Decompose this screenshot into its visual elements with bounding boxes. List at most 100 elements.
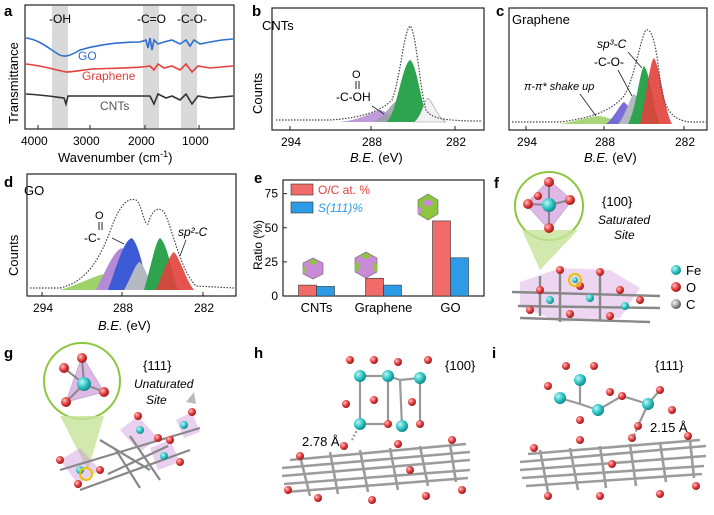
atom-legend: Fe O C bbox=[671, 263, 701, 312]
site-label-line1: Unaturated bbox=[134, 377, 194, 391]
facet-label: {111} bbox=[143, 358, 172, 373]
x-ticks bbox=[289, 126, 456, 130]
tick-label: 288 bbox=[113, 301, 133, 315]
annotation-carboxyl: -C-OH bbox=[336, 90, 371, 104]
panel-letter: h bbox=[254, 345, 263, 362]
annotation-pointer bbox=[617, 69, 633, 97]
zoom-cone bbox=[60, 416, 104, 470]
tick-label: 282 bbox=[446, 135, 466, 149]
bar-graphene-oc bbox=[365, 277, 384, 297]
annotation-c-o: -C-O- bbox=[594, 55, 624, 69]
panel-f: f {100} Saturated Site bbox=[494, 171, 701, 324]
c-swatch bbox=[671, 299, 681, 309]
tick-label: 282 bbox=[194, 301, 214, 315]
tick-label: 294 bbox=[281, 135, 301, 149]
x-tick-label: GO bbox=[440, 300, 460, 315]
series-label-graphene: Graphene bbox=[82, 69, 136, 83]
legend-swatch-oc bbox=[290, 183, 314, 196]
panel-letter: e bbox=[254, 170, 262, 187]
annotation-pointer bbox=[371, 105, 385, 115]
zoom-cone bbox=[522, 230, 578, 270]
site-label-line2: Site bbox=[614, 228, 635, 242]
tick-label: 4000 bbox=[21, 134, 48, 148]
oxygen-groups bbox=[530, 432, 700, 500]
facet-label: {111} bbox=[655, 358, 684, 373]
plot-frame bbox=[24, 4, 235, 130]
x-ticks bbox=[41, 292, 204, 296]
panel-letter: g bbox=[4, 345, 13, 362]
x-axis-label: B.E. (eV) bbox=[350, 150, 403, 165]
tick-label: 294 bbox=[33, 301, 53, 315]
panel-b: b CNTs Counts O -C-OH 294 288 282 B.E. (… bbox=[250, 3, 485, 165]
oxygen-groups bbox=[284, 436, 466, 504]
x-ticks bbox=[37, 125, 200, 129]
y-tick-label: 75 bbox=[265, 187, 279, 201]
peak-tail bbox=[413, 97, 447, 123]
legend-label-oc: O/C at. % bbox=[318, 183, 370, 197]
panel-d: d GO Counts O -C- sp²-C 294 288 282 B.E.… bbox=[4, 173, 237, 333]
band-label-co-double: -C=O bbox=[137, 12, 166, 26]
x-axis-label: Wavenumber (cm-1) bbox=[58, 149, 172, 165]
tick-label: 288 bbox=[595, 135, 615, 149]
annotation-pointer bbox=[627, 51, 643, 69]
panel-i: i {111} bbox=[492, 345, 707, 500]
x-ticks bbox=[525, 126, 685, 130]
tick-label: 3000 bbox=[73, 134, 100, 148]
legend-label-c: C bbox=[686, 297, 695, 312]
annotation-sp3: sp³-C bbox=[597, 37, 627, 51]
tick-label: 1000 bbox=[182, 134, 209, 148]
series-cnts bbox=[25, 92, 234, 107]
panel-letter: i bbox=[492, 345, 496, 362]
y-tick-label: 0 bbox=[271, 289, 278, 303]
panel-letter: b bbox=[252, 3, 261, 20]
spectrum-envelope bbox=[30, 198, 235, 289]
o-swatch bbox=[671, 282, 681, 292]
graphene-sheet bbox=[281, 442, 471, 497]
legend-label-o: O bbox=[686, 280, 696, 295]
peak-main bbox=[386, 60, 432, 122]
band-label-co-single: -C-O- bbox=[177, 12, 207, 26]
bar-graphene-s111 bbox=[383, 284, 402, 297]
annotation-shakeup: π-π* shake up bbox=[524, 81, 594, 93]
series-label-cnts: CNTs bbox=[100, 99, 129, 113]
facet-label: {100} bbox=[445, 358, 476, 373]
x-tick-label: CNTs bbox=[301, 300, 333, 315]
crystal-truncated-icon bbox=[354, 251, 378, 279]
x-axis-label: B.E. (eV) bbox=[584, 150, 637, 165]
fe-oxide-cluster bbox=[342, 356, 432, 441]
bar-go-s111 bbox=[450, 257, 469, 297]
bond-distance: 2.15 Å bbox=[650, 420, 688, 435]
annotation-oxygen: O bbox=[352, 69, 361, 81]
annotation-oxygen: O bbox=[95, 210, 104, 222]
legend-label-s111: S(111)% bbox=[318, 201, 363, 215]
x-tick-labels: CNTs Graphene GO bbox=[301, 300, 461, 315]
plot-frame bbox=[271, 7, 485, 131]
spectrum-envelope bbox=[276, 25, 482, 122]
panel-letter: a bbox=[4, 3, 13, 20]
series-graphene bbox=[25, 62, 234, 74]
panel-h: h {100} bbox=[254, 345, 476, 504]
bar-go-oc bbox=[432, 220, 451, 297]
crystal-lattice bbox=[56, 392, 201, 492]
octahedron-inset bbox=[523, 177, 575, 233]
y-axis-label: Counts bbox=[6, 234, 21, 276]
fe-swatch bbox=[671, 265, 681, 275]
series-label-go: GO bbox=[78, 49, 97, 63]
annotation-pointer bbox=[579, 93, 597, 117]
annotation-pointer bbox=[179, 239, 187, 257]
plot-frame bbox=[508, 7, 708, 131]
bars bbox=[298, 220, 469, 297]
crystal-octahedron-icon bbox=[417, 193, 439, 221]
x-tick-label: Graphene bbox=[355, 300, 413, 315]
panel-letter: c bbox=[496, 3, 504, 20]
panel-title: GO bbox=[24, 183, 44, 198]
tick-label: 2000 bbox=[128, 134, 155, 148]
band-label-oh: -OH bbox=[49, 12, 71, 26]
panel-g: g {111} Unaturated Site bbox=[4, 342, 201, 492]
panel-letter: d bbox=[4, 174, 13, 191]
y-axis-label: Transmittance bbox=[6, 42, 21, 124]
panel-title: Graphene bbox=[512, 12, 570, 27]
tetrahedron-inset bbox=[59, 353, 109, 407]
peak-sp2 bbox=[640, 58, 672, 124]
